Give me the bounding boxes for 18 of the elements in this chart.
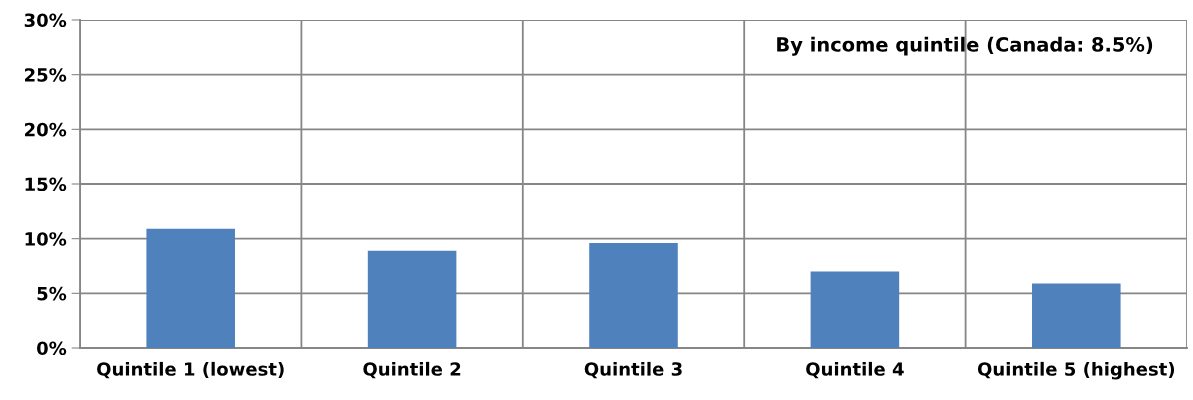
y-tick-label: 20% bbox=[25, 122, 67, 137]
y-tick-label: 0% bbox=[37, 341, 67, 356]
bar bbox=[1032, 283, 1121, 348]
text: By income quintile (Canada: 8.5%) bbox=[777, 36, 1153, 56]
x-tick-label: Quintile 2 bbox=[363, 361, 461, 379]
y-tick-label: 15% bbox=[25, 177, 67, 192]
x-tick-label: Quintile 3 bbox=[584, 361, 682, 379]
y-tick-label: 5% bbox=[37, 286, 67, 301]
y-tick-label: 25% bbox=[25, 68, 67, 82]
bar bbox=[146, 228, 235, 348]
bar bbox=[589, 243, 678, 348]
x-tick-label: Quintile 4 bbox=[806, 361, 904, 379]
bar bbox=[367, 250, 457, 348]
x-tick-label: Quintile 1 (lowest) bbox=[97, 361, 284, 379]
bar bbox=[810, 271, 900, 348]
y-tick-label: 10% bbox=[25, 232, 67, 246]
y-tick-label: 30% bbox=[24, 13, 67, 28]
x-tick-label: Quintile 5 (highest) bbox=[977, 361, 1175, 380]
